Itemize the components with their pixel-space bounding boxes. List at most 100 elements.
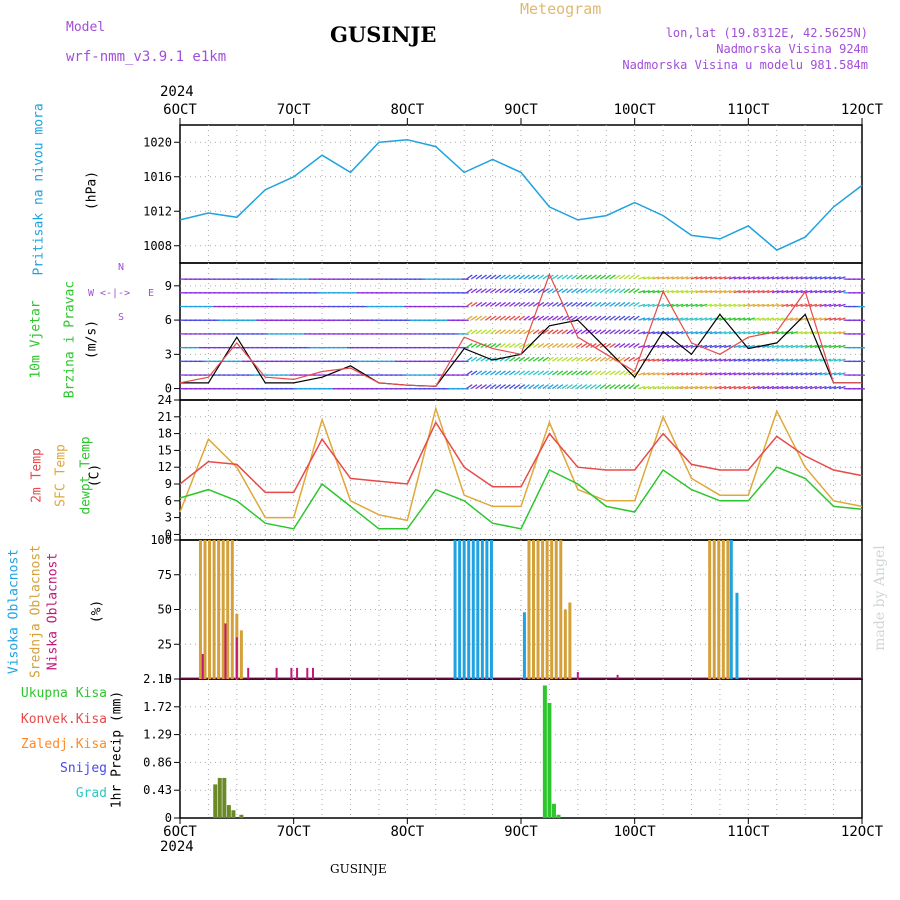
elevation-label: Nadmorska Visina 924m (716, 42, 868, 56)
wind-barb (809, 372, 818, 376)
wind-barb (819, 303, 827, 308)
wind-barb (504, 329, 511, 335)
wind-barb (833, 358, 841, 362)
wind-barb (671, 276, 679, 280)
wind-barb (771, 331, 779, 335)
cloud-bar (527, 540, 531, 679)
wind-barb (819, 372, 827, 376)
temperature-ytick-label: 0 (165, 527, 172, 541)
wind-barb (566, 356, 573, 362)
wind-barb (599, 384, 607, 390)
year-label-top: 2024 (160, 84, 194, 100)
wind-barb (747, 303, 755, 308)
cloud-bar (717, 540, 721, 679)
wind-barb (700, 358, 708, 362)
wind-barb (614, 370, 621, 376)
wind-barb (537, 356, 545, 362)
legend-conv: Konvek.Kisa (20, 712, 107, 727)
cloud-bar (275, 667, 278, 679)
wind-barb (829, 385, 837, 390)
cloud-bar (550, 540, 554, 679)
wind-barb (824, 303, 832, 308)
wind-barb (609, 274, 616, 280)
wind-barb (743, 358, 751, 362)
wind-barb (480, 274, 487, 280)
wind-barb (666, 344, 674, 349)
wind-barb (552, 342, 559, 349)
wind-barb (657, 358, 665, 362)
wind-barb (690, 303, 698, 308)
wind-barb (666, 372, 674, 376)
wind-barb (518, 329, 526, 335)
wind-barb (475, 288, 483, 294)
wind-barb (561, 315, 569, 321)
wind-barb (690, 385, 698, 390)
wind-barb (771, 385, 779, 390)
wind-barb (485, 274, 492, 280)
wind-barb (724, 289, 732, 294)
wind-barb (786, 358, 794, 362)
wind-barb (542, 301, 549, 307)
wind-barb (676, 331, 684, 335)
wind-barb (628, 370, 635, 376)
wind-barb (757, 358, 765, 362)
temperature-ytick-label: 12 (158, 460, 172, 474)
cloud-bar (235, 637, 238, 679)
wind-barb (709, 289, 717, 294)
wind-barb (618, 370, 626, 376)
compass-n: N (118, 262, 125, 273)
wind-barb (590, 356, 597, 362)
wind-barb (661, 317, 670, 321)
wind-barb (466, 329, 473, 335)
wind-barb (700, 331, 708, 335)
dewpoint-line (179, 466, 863, 530)
wind-barb (695, 289, 703, 294)
wind-barb (767, 385, 775, 390)
wind-barb (661, 372, 670, 376)
wind-barb (719, 331, 727, 335)
wind-barb (623, 329, 631, 335)
wind-barb (528, 370, 535, 376)
wind-barb (752, 372, 760, 376)
wind-barb (614, 301, 621, 307)
wind-barb (752, 385, 760, 390)
wind-barb (733, 344, 741, 349)
wind-barb (685, 385, 693, 390)
wind-barb (800, 385, 808, 390)
wind-barb (838, 331, 846, 335)
wind-barb (733, 372, 741, 376)
wind-barb (666, 385, 674, 390)
wind-barb (499, 301, 507, 307)
precip-bar (213, 784, 218, 818)
wind-barb (814, 317, 822, 321)
wind-barb (618, 315, 626, 321)
wind-barb (657, 372, 665, 376)
wind-barb (776, 289, 784, 294)
wind-barb (690, 372, 698, 376)
wind-barb (647, 385, 655, 390)
wind-barb (532, 342, 540, 349)
wind-barb (833, 276, 841, 280)
cloud-bar (296, 667, 299, 679)
wind-barb (633, 356, 640, 362)
wind-barb (590, 301, 597, 307)
wind-barb (575, 315, 583, 321)
wind-barb (795, 344, 803, 349)
wind-barb (681, 317, 689, 321)
wind-barb (532, 315, 540, 321)
temperature-ytick-label: 21 (158, 410, 172, 424)
wind-barb (690, 276, 698, 280)
compass-s: S (118, 312, 125, 323)
wind-barb (733, 385, 741, 390)
wind-barb (647, 372, 655, 376)
wind-barb (580, 370, 588, 376)
wind-barb (561, 301, 569, 307)
cloud-bar (563, 609, 567, 679)
wind-barb (594, 370, 602, 376)
wind-barb (719, 289, 727, 294)
wind-barb (566, 370, 573, 376)
wind-barb (642, 289, 650, 294)
wind-barb (489, 329, 497, 335)
wind-barb (814, 289, 822, 294)
wind-barb (537, 342, 545, 349)
